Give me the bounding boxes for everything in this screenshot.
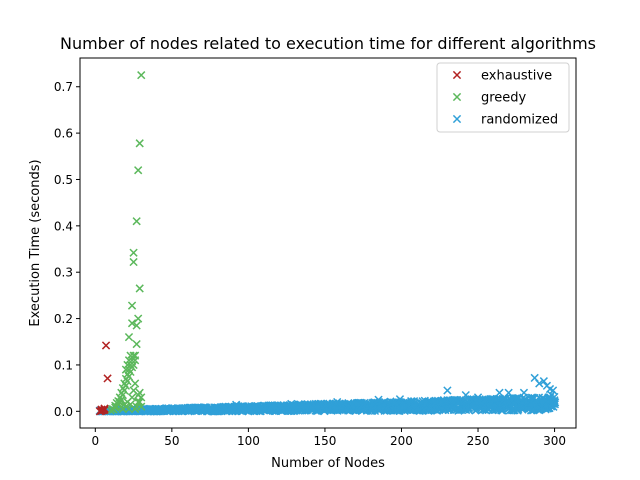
data-point bbox=[127, 356, 137, 365]
y-axis: 0.0 0.1 0.2 0.3 0.4 0.5 0.6 0.7 bbox=[54, 80, 80, 419]
legend-marker bbox=[452, 114, 462, 124]
data-point bbox=[134, 314, 143, 323]
data-point bbox=[539, 377, 548, 386]
legend-item-randomized: randomized bbox=[452, 113, 558, 128]
data-point bbox=[130, 351, 140, 360]
data-point bbox=[127, 301, 137, 310]
data-point bbox=[129, 351, 138, 360]
data-point bbox=[117, 402, 126, 411]
data-point bbox=[137, 71, 146, 80]
legend-items: exhaustive greedy randomized bbox=[452, 69, 558, 128]
y-tick-label: 0.2 bbox=[54, 312, 73, 326]
data-point bbox=[504, 388, 513, 397]
data-point bbox=[333, 397, 342, 407]
data-point bbox=[497, 406, 506, 415]
data-point bbox=[121, 381, 131, 390]
data-point bbox=[495, 388, 504, 397]
data-point bbox=[443, 386, 452, 395]
x-axis-label: Number of Nodes bbox=[271, 456, 385, 471]
series-randomized bbox=[95, 373, 560, 416]
legend-item-exhaustive: exhaustive bbox=[452, 69, 552, 84]
data-point bbox=[287, 399, 296, 409]
data-point bbox=[135, 139, 144, 148]
data-point bbox=[130, 379, 140, 388]
plot-frame bbox=[79, 57, 577, 429]
data-point bbox=[548, 386, 558, 395]
legend-box bbox=[436, 62, 570, 133]
data-point bbox=[129, 248, 138, 257]
legend: exhaustive greedy randomized bbox=[436, 62, 570, 133]
data-point bbox=[103, 374, 112, 383]
data-point bbox=[118, 390, 127, 400]
data-point bbox=[129, 257, 138, 267]
y-tick-label: 0.1 bbox=[54, 358, 73, 372]
data-point bbox=[127, 319, 137, 328]
x-tick-label: 200 bbox=[390, 434, 413, 448]
legend-item-greedy: greedy bbox=[452, 91, 527, 106]
legend-label: exhaustive bbox=[481, 69, 552, 84]
data-point bbox=[137, 402, 146, 411]
legend-marker bbox=[452, 92, 462, 102]
y-axis-label: Execution Time (seconds) bbox=[28, 159, 43, 326]
y-tick-label: 0.0 bbox=[54, 405, 73, 419]
legend-marker bbox=[452, 70, 462, 80]
data-point bbox=[117, 395, 126, 404]
y-tick-label: 0.4 bbox=[54, 219, 73, 233]
data-point bbox=[100, 405, 109, 415]
data-point bbox=[395, 395, 405, 404]
data-point bbox=[132, 217, 141, 226]
x-axis: 0 50 100 150 200 250 300 bbox=[91, 428, 566, 448]
legend-label: greedy bbox=[481, 91, 527, 106]
data-point bbox=[124, 332, 134, 342]
plot-marks bbox=[95, 71, 560, 416]
x-tick-label: 250 bbox=[467, 434, 490, 448]
x-tick-label: 50 bbox=[164, 434, 179, 448]
legend-label: randomized bbox=[481, 113, 558, 128]
data-point bbox=[126, 367, 135, 377]
data-point bbox=[134, 166, 143, 175]
y-tick-label: 0.3 bbox=[54, 266, 73, 280]
data-point bbox=[132, 339, 141, 349]
data-point bbox=[129, 386, 138, 395]
y-tick-label: 0.6 bbox=[54, 127, 73, 141]
series-exhaustive bbox=[95, 341, 112, 416]
data-point bbox=[473, 393, 483, 402]
data-point bbox=[124, 372, 134, 381]
data-point bbox=[101, 341, 111, 350]
data-point bbox=[374, 395, 383, 404]
x-tick-label: 300 bbox=[543, 434, 566, 448]
y-tick-label: 0.5 bbox=[54, 173, 73, 187]
data-point bbox=[134, 397, 143, 407]
data-point bbox=[135, 284, 144, 293]
x-tick-label: 0 bbox=[91, 434, 99, 448]
data-point bbox=[541, 395, 550, 404]
data-point bbox=[232, 400, 241, 409]
data-point bbox=[461, 390, 470, 400]
data-point bbox=[519, 388, 529, 397]
data-point bbox=[100, 404, 109, 413]
data-point bbox=[550, 396, 559, 405]
data-point bbox=[132, 321, 141, 330]
chart-title: Number of nodes related to execution tim… bbox=[60, 34, 596, 53]
data-point bbox=[129, 360, 138, 370]
data-point bbox=[535, 379, 544, 388]
data-point bbox=[135, 397, 144, 407]
x-tick-label: 100 bbox=[237, 434, 260, 448]
y-tick-label: 0.7 bbox=[54, 80, 73, 94]
data-point bbox=[120, 386, 129, 395]
data-point bbox=[123, 377, 132, 386]
x-tick-label: 150 bbox=[313, 434, 336, 448]
series-greedy bbox=[106, 71, 146, 415]
